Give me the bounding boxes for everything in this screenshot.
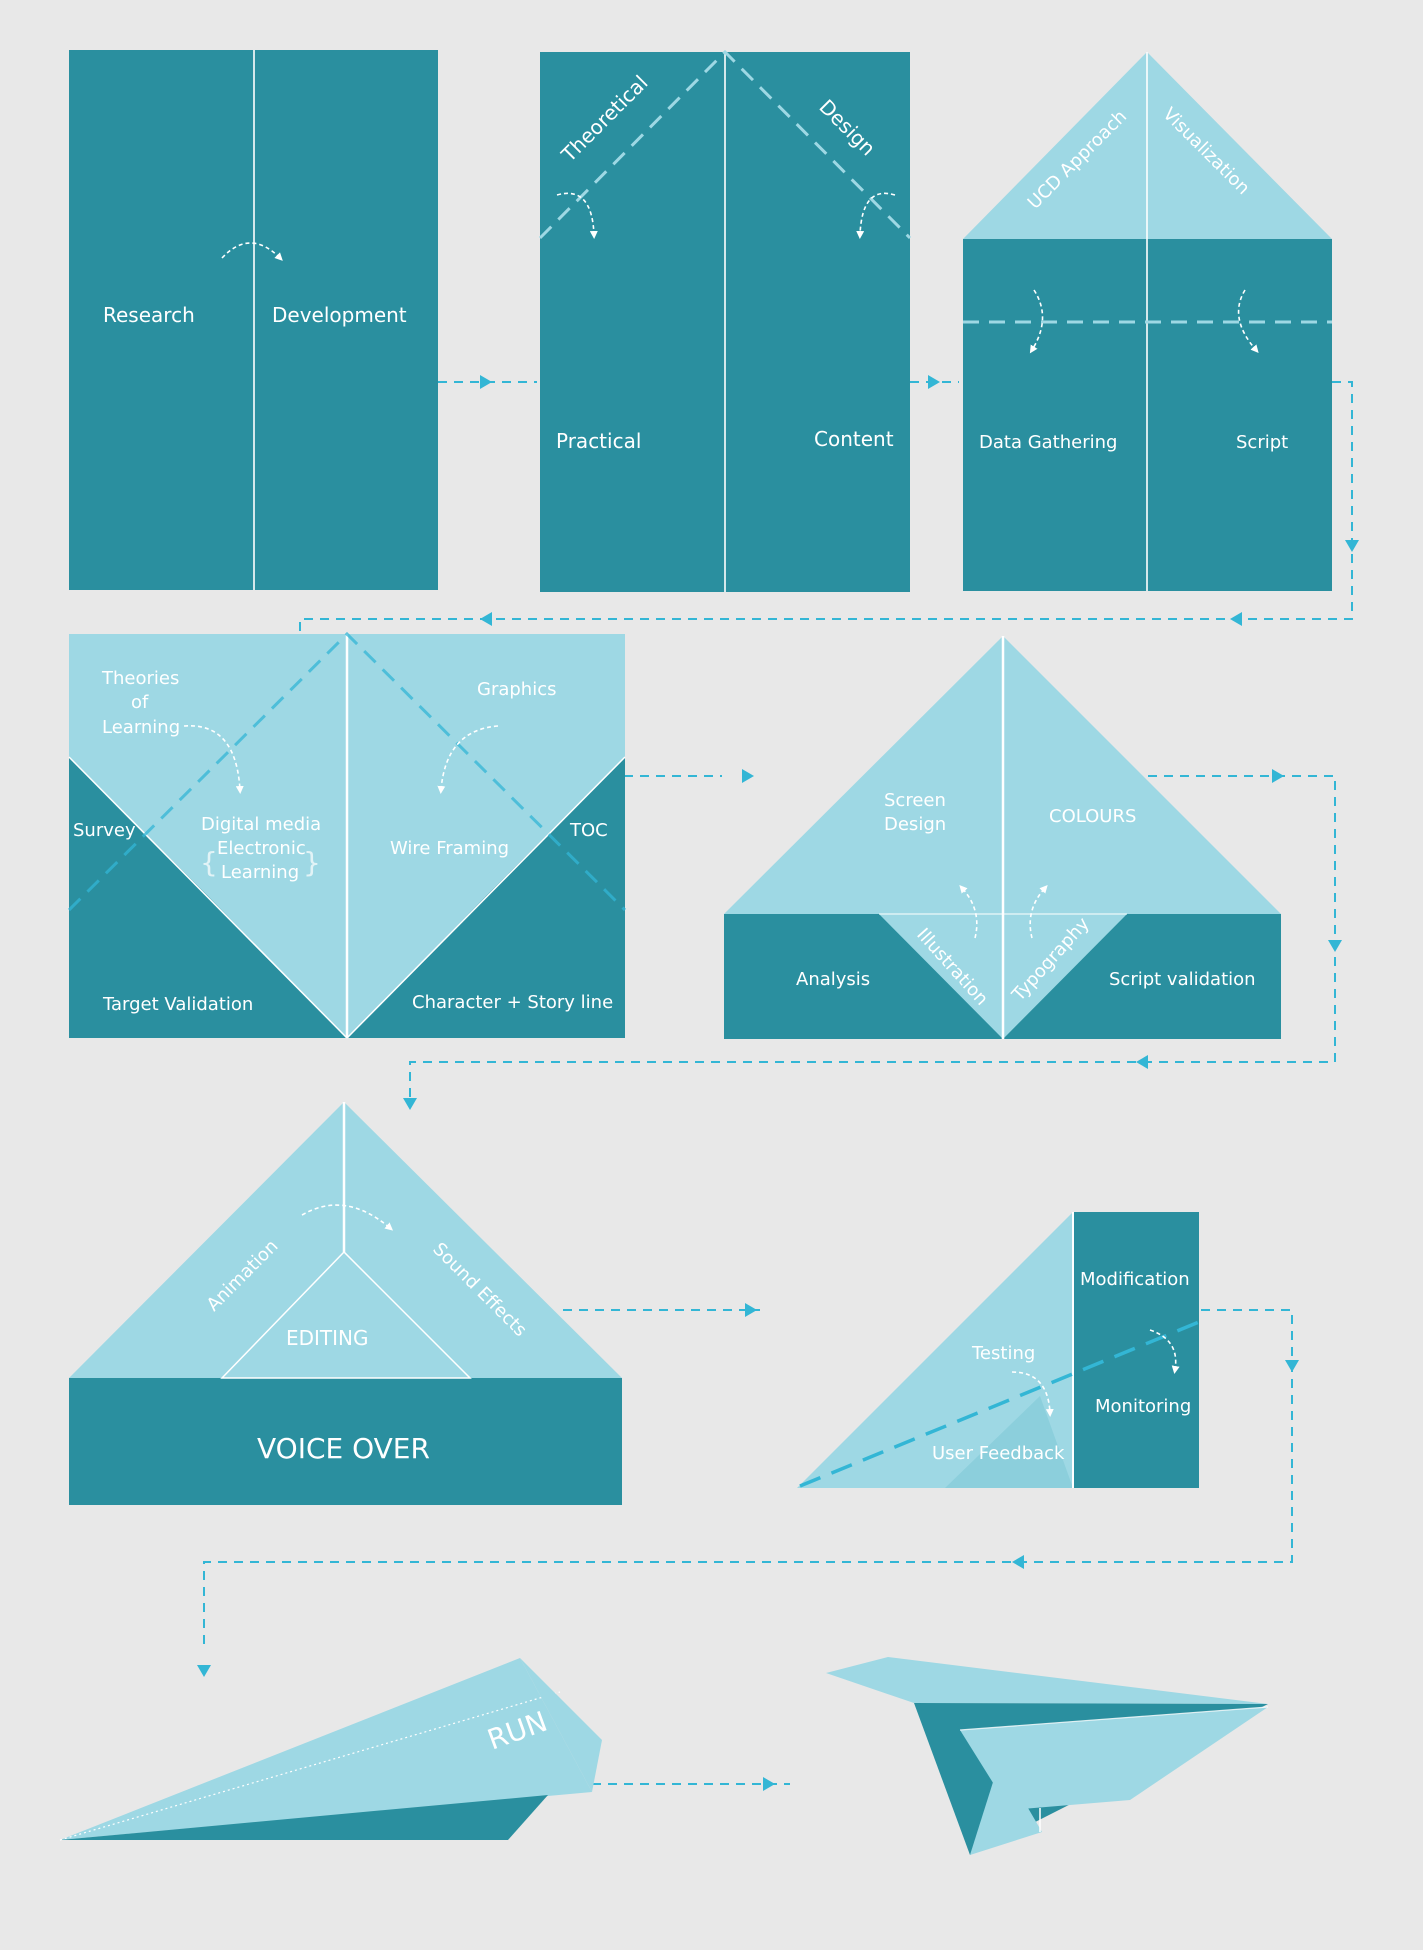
label-character-story: Character + Story line (412, 992, 613, 1013)
label-colours: COLOURS (1049, 806, 1136, 827)
fold-arrow-icon (183, 725, 244, 794)
step-9-paper-plane-flying (826, 1657, 1269, 1855)
arrow-left (1136, 1055, 1148, 1069)
label-content: Content (814, 427, 894, 451)
fold-arrow-icon (1011, 1371, 1054, 1417)
step-7-fold: Modification Testing Monitoring User Fee… (797, 1212, 1200, 1488)
connector-5-6 (409, 775, 1336, 1100)
brace-right: } (303, 846, 321, 879)
label-electronic: Electronic (217, 838, 306, 859)
label-screen-design-2: Design (884, 814, 946, 835)
label-data-gathering: Data Gathering (979, 432, 1117, 453)
label-script-validation: Script validation (1109, 969, 1256, 990)
arrow-left (1012, 1555, 1024, 1569)
arrow-right (1272, 769, 1284, 783)
arrow-right (742, 769, 754, 783)
label-graphics: Graphics (477, 679, 557, 700)
arrow-down (1285, 1360, 1299, 1372)
step-2-rectangle: Theoretical Design Practical Content (538, 49, 912, 592)
arrow-left (1230, 612, 1242, 626)
fold-arrow-icon (221, 242, 283, 261)
label-learning: Learning (221, 862, 299, 883)
label-editing: EDITING (286, 1326, 369, 1350)
fold-arrow-icon (556, 192, 598, 239)
label-screen-design-1: Screen (884, 790, 946, 811)
arrow-left (480, 612, 492, 626)
flow-connectors (203, 381, 1353, 1785)
label-voice-over: VOICE OVER (257, 1432, 430, 1465)
fold-arrow-icon (301, 1204, 394, 1231)
label-research: Research (103, 303, 195, 327)
label-testing: Testing (971, 1343, 1035, 1364)
label-theories-1: Theories (101, 668, 179, 689)
label-analysis: Analysis (796, 969, 870, 990)
label-practical: Practical (556, 429, 641, 453)
fold-arrow-icon (1237, 289, 1259, 354)
label-modification: Modification (1080, 1269, 1190, 1290)
arrow-down (403, 1098, 417, 1110)
step-4-square: Theories of Learning Graphics Survey Dig… (67, 631, 627, 1039)
label-wire-framing: Wire Framing (390, 838, 509, 859)
arrow-down (1328, 940, 1342, 952)
label-survey: Survey (73, 820, 136, 841)
arrow-right (928, 375, 940, 389)
arrow-right (763, 1777, 775, 1791)
label-theories-2: of (131, 692, 149, 713)
brace-left: { (200, 846, 218, 879)
connector-arrowheads (197, 375, 1359, 1791)
connector-3-4 (299, 381, 1353, 633)
label-development: Development (272, 303, 407, 327)
step-6-boat-hat: Animation Sound Effects EDITING VOICE OV… (69, 1102, 622, 1505)
step-5-hat: Screen Design COLOURS Analysis Illustrat… (724, 636, 1281, 1039)
label-digital-media: Digital media (201, 814, 321, 835)
label-script: Script (1236, 432, 1288, 453)
label-monitoring: Monitoring (1095, 1396, 1191, 1417)
step-1-rectangle: Research Development (69, 50, 438, 590)
step-3-folded: UCD Approach Visualization Data Gatherin… (963, 52, 1332, 591)
fold-guide-line (67, 631, 627, 912)
arrow-right (745, 1303, 757, 1317)
arrow-right (480, 375, 492, 389)
label-target-validation: Target Validation (102, 994, 253, 1015)
fold-arrow-icon (1029, 289, 1044, 354)
connector-7-8 (203, 1309, 1293, 1650)
label-theories-3: Learning (102, 717, 180, 738)
fold-arrow-icon (1029, 885, 1048, 939)
step-8-paper-plane: RUN (59, 1658, 602, 1841)
label-toc: TOC (569, 820, 608, 841)
label-user-feedback: User Feedback (932, 1443, 1065, 1464)
fold-arrow-icon (959, 885, 978, 939)
fold-guide-line (538, 49, 912, 240)
arrow-down (197, 1665, 211, 1677)
fold-arrow-icon (437, 725, 499, 794)
arrow-down (1345, 540, 1359, 552)
